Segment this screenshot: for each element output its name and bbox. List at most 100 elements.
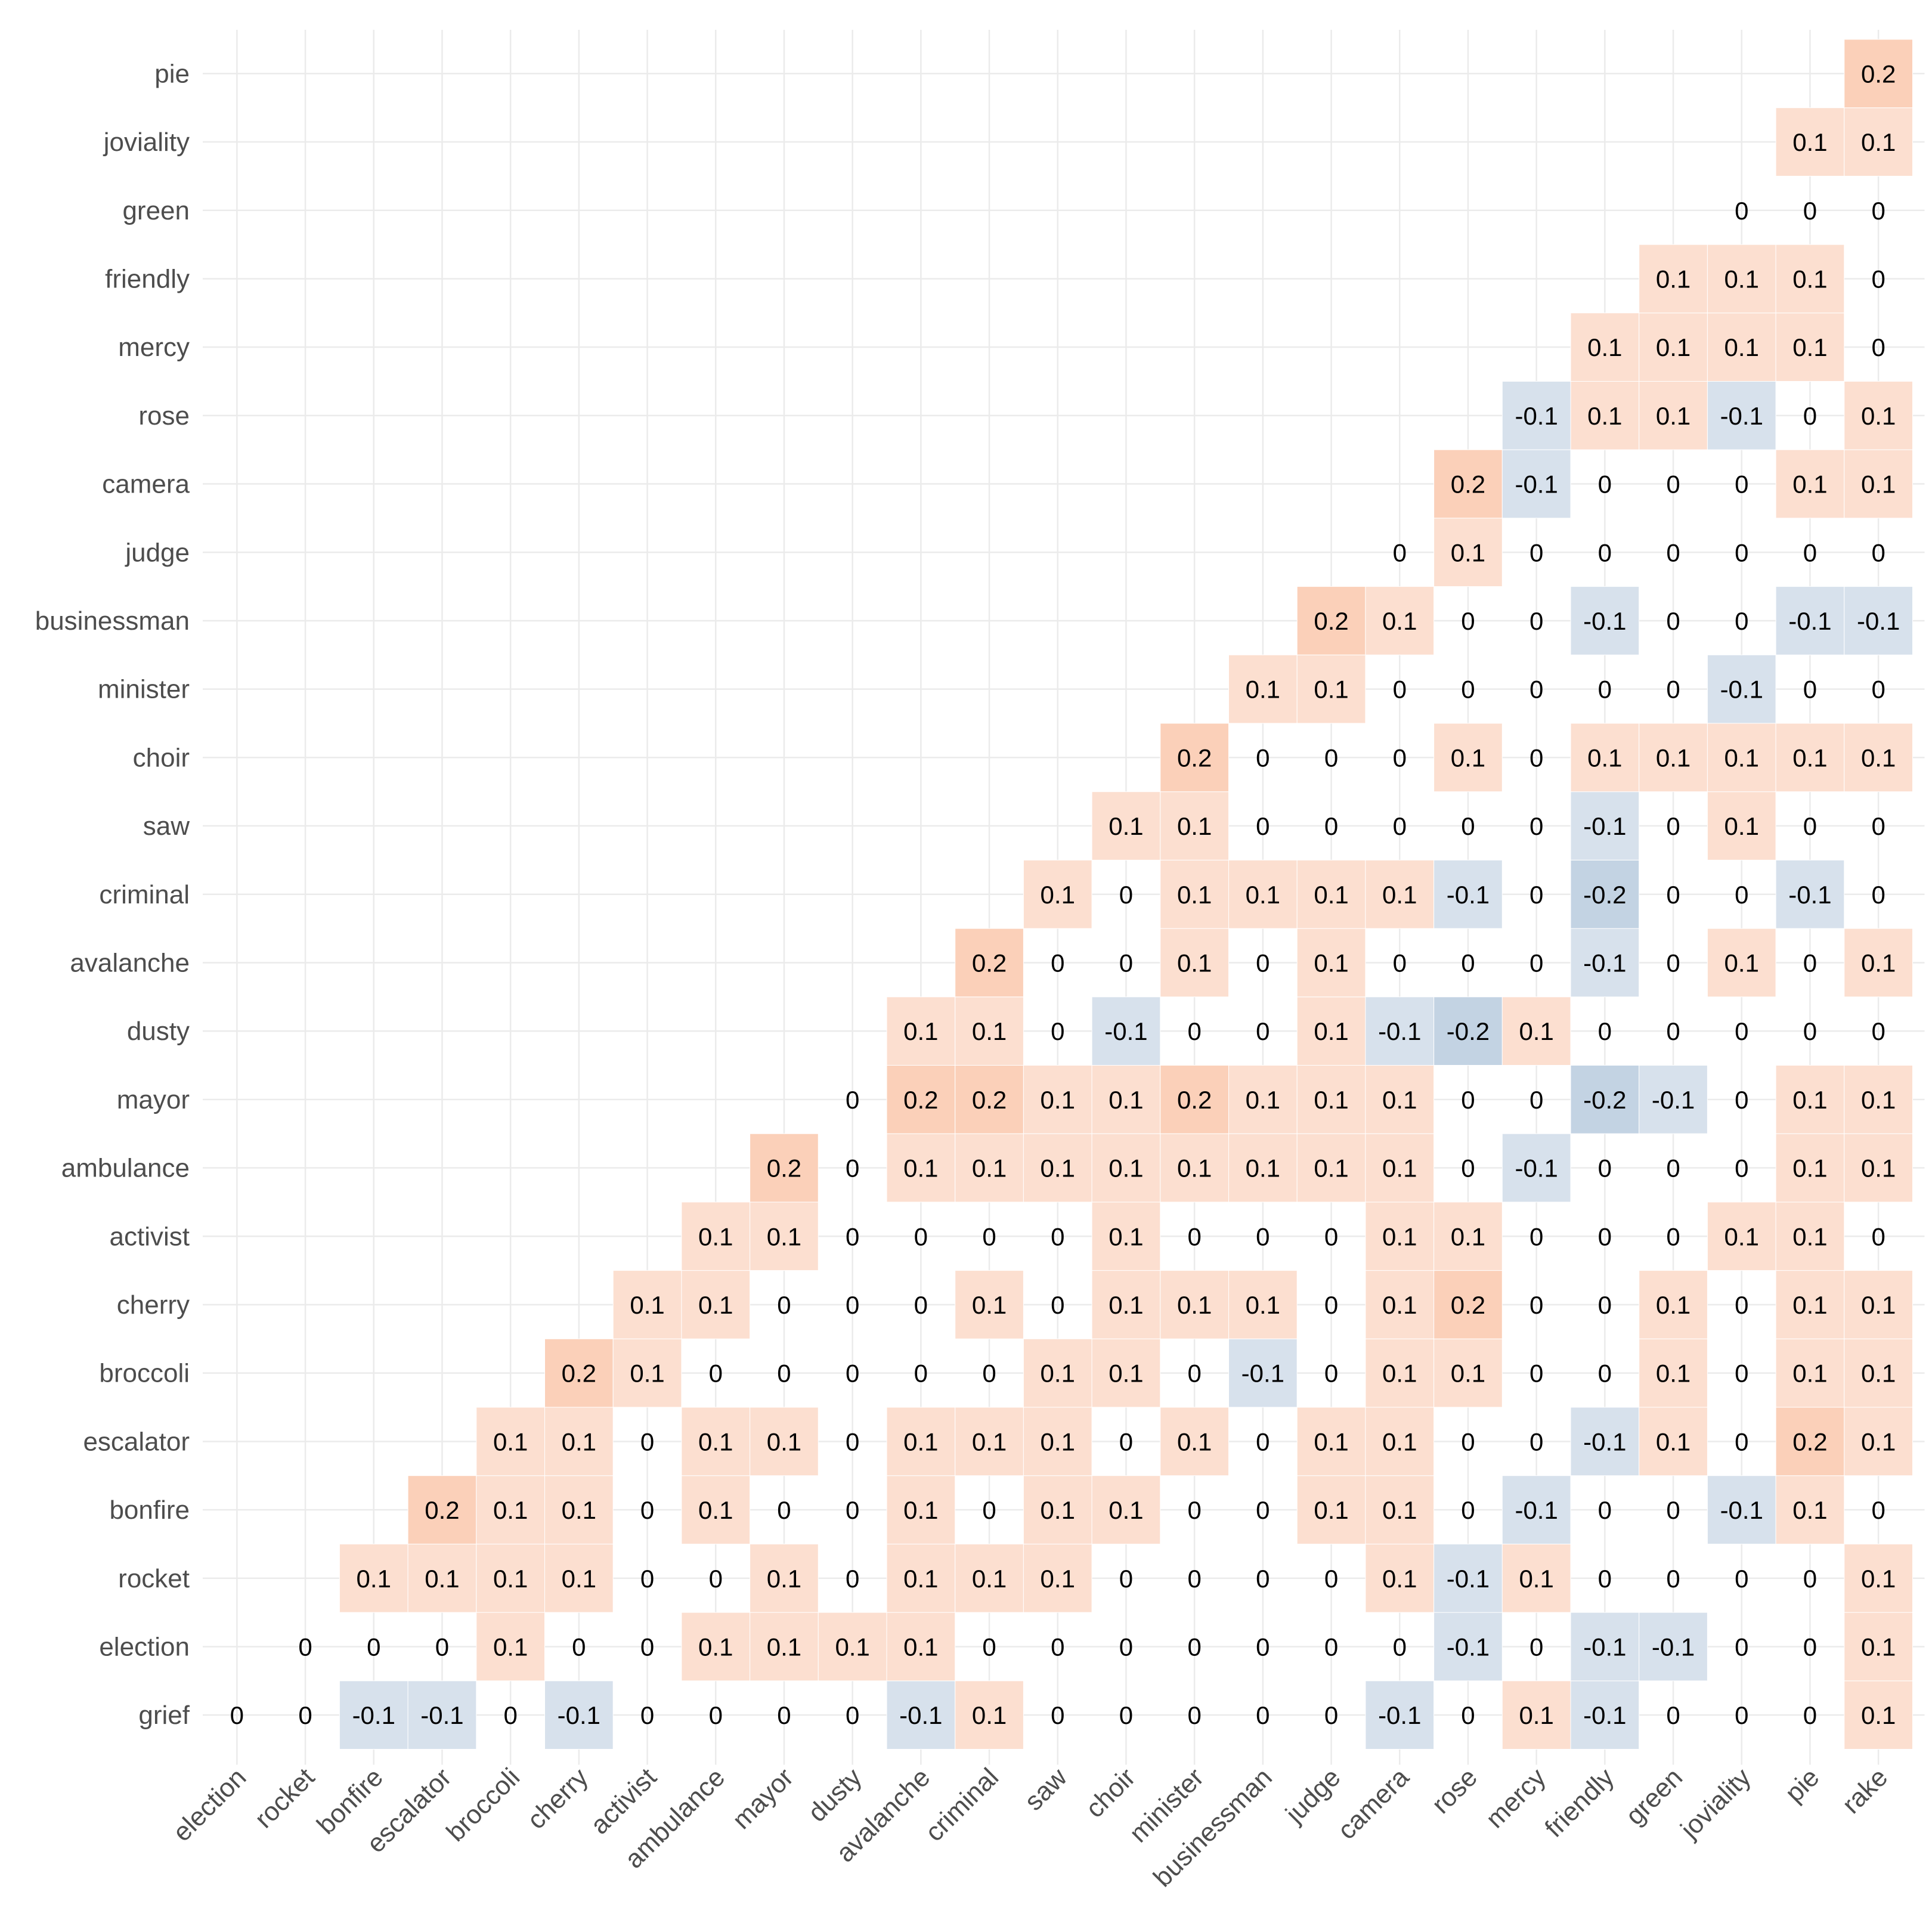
y-tick-label-election: election (99, 1632, 190, 1661)
cell-value-label: 0 (1598, 1154, 1612, 1182)
cell-value-label: 0 (1119, 1565, 1133, 1593)
y-tick-label-rose: rose (138, 401, 190, 431)
cell-value-label: 0 (1324, 1360, 1338, 1388)
cell-value-label: 0.1 (1314, 1496, 1348, 1524)
cell-value-label: 0 (640, 1701, 654, 1729)
heatmap-cell-ambulance-saw (1023, 1133, 1092, 1203)
heatmap-cell-ambulance-choir (1091, 1133, 1161, 1203)
cell-value-label: 0.1 (1724, 333, 1759, 361)
y-tick-label-pie: pie (154, 59, 190, 88)
cell-value-label: 0.1 (630, 1291, 664, 1319)
heatmap-cell-rocket-saw (1023, 1543, 1092, 1613)
heatmap-cell-escalator-minister (1160, 1407, 1230, 1476)
heatmap-cell-mayor-avalanche (886, 1065, 956, 1134)
heatmap-cell-mayor-rake (1844, 1065, 1914, 1134)
cell-value-label: 0 (640, 1565, 654, 1593)
cell-value-label: 0 (1119, 1701, 1133, 1729)
cell-value-label: 0.1 (767, 1633, 801, 1661)
cell-value-label: -0.1 (1447, 1565, 1490, 1593)
cell-value-label: 0.1 (767, 1222, 801, 1250)
cell-value-label: 0 (1871, 812, 1885, 840)
cell-value-label: 0.1 (1792, 333, 1827, 361)
heatmap-cell-broccoli-rake (1844, 1338, 1914, 1408)
heatmap-cell-rocket-criminal (955, 1543, 1024, 1613)
cell-value-label: -0.2 (1583, 881, 1626, 909)
cell-value-label: -0.1 (1583, 607, 1626, 635)
cell-value-label: 0.1 (630, 1360, 664, 1388)
x-tick-label-cherry: cherry (522, 1763, 594, 1835)
cell-value-label: 0 (1461, 1428, 1475, 1456)
cell-value-label: 0 (1187, 1222, 1201, 1250)
cell-value-label: 0.1 (1792, 128, 1827, 156)
cell-value-label: 0 (846, 1086, 859, 1114)
cell-value-label: 0 (1461, 607, 1475, 635)
heatmap-cell-grief-rake (1844, 1680, 1914, 1750)
cell-value-label: 0 (1393, 812, 1407, 840)
cell-value-label: 0 (1461, 676, 1475, 704)
cell-value-label: 0 (1324, 1291, 1338, 1319)
heatmap-cell-cherry-criminal (955, 1270, 1024, 1339)
heatmap-cell-activist-rose (1433, 1202, 1503, 1271)
cell-value-label: 0.1 (1724, 812, 1759, 840)
cell-value-label: 0.1 (1041, 1086, 1075, 1114)
heatmap-cell-mayor-minister (1160, 1065, 1230, 1134)
heatmap-cell-rocket-broccoli (476, 1543, 545, 1613)
cell-value-label: 0.1 (903, 1428, 938, 1456)
cell-value-label: 0.1 (1314, 881, 1348, 909)
cell-value-label: 0.1 (1382, 607, 1417, 635)
x-tick-label-election: election (168, 1763, 252, 1847)
x-tick-label-dusty: dusty (803, 1763, 868, 1828)
cell-value-label: 0 (982, 1360, 996, 1388)
cell-value-label: 0.1 (972, 1565, 1007, 1593)
cell-value-label: 0 (1051, 1222, 1064, 1250)
cell-value-label: 0.1 (1861, 128, 1896, 156)
cell-value-label: 0 (1324, 812, 1338, 840)
cell-value-label: 0 (1187, 1017, 1201, 1045)
cell-value-label: 0.1 (1382, 1222, 1417, 1250)
cell-value-label: 0 (1803, 676, 1817, 704)
x-tick-label-choir: choir (1080, 1763, 1141, 1823)
cell-value-label: 0 (1803, 1017, 1817, 1045)
cell-value-label: 0.1 (1177, 812, 1212, 840)
heatmap-cell-camera-rose (1433, 449, 1503, 519)
cell-value-label: 0.1 (1314, 1154, 1348, 1182)
cell-value-label: 0 (846, 1428, 859, 1456)
cell-value-label: 0.1 (972, 1701, 1007, 1729)
cell-value-label: 0.1 (1792, 1496, 1827, 1524)
cell-value-label: 0 (1598, 1496, 1612, 1524)
cell-value-label: 0.1 (1792, 1222, 1827, 1250)
cell-value-label: 0.1 (1109, 1291, 1143, 1319)
cell-value-label: 0.2 (1451, 470, 1485, 499)
heatmap-cell-cherry-businessman (1228, 1270, 1298, 1339)
heatmap-cell-saw-choir (1091, 791, 1161, 860)
cell-value-label: 0 (1256, 1565, 1270, 1593)
y-tick-label-friendly: friendly (105, 264, 190, 293)
cell-value-label: 0.1 (1109, 1086, 1143, 1114)
cell-value-label: 0 (982, 1496, 996, 1524)
cell-value-label: 0 (1666, 1565, 1680, 1593)
cell-value-label: 0 (1256, 812, 1270, 840)
cell-value-label: 0.1 (1246, 881, 1280, 909)
cell-value-label: 0 (1256, 1428, 1270, 1456)
heatmap-cell-mayor-judge (1296, 1065, 1366, 1134)
heatmap-cell-ambulance-pie (1775, 1133, 1845, 1203)
cell-value-label: 0.1 (1861, 744, 1896, 772)
cell-value-label: 0.1 (1861, 949, 1896, 977)
cell-value-label: 0.1 (1246, 1086, 1280, 1114)
y-tick-label-grief: grief (138, 1701, 190, 1730)
cell-value-label: 0 (1735, 1291, 1748, 1319)
cell-value-label: -0.2 (1447, 1017, 1490, 1045)
heatmap-cell-escalator-broccoli (476, 1407, 545, 1476)
heatmap-cell-rocket-rake (1844, 1543, 1914, 1613)
y-tick-label-rocket: rocket (118, 1564, 190, 1593)
heatmap-cell-mercy-pie (1775, 312, 1845, 382)
heatmap-cell-bonfire-avalanche (886, 1475, 956, 1544)
cell-value-label: 0 (846, 1701, 859, 1729)
cell-value-label: 0.2 (972, 1086, 1007, 1114)
heatmap-cell-broccoli-saw (1023, 1338, 1092, 1408)
heatmap-cell-activist-pie (1775, 1202, 1845, 1271)
cell-value-label: 0 (1530, 676, 1543, 704)
cell-value-label: 0 (1530, 812, 1543, 840)
cell-value-label: 0 (1187, 1360, 1201, 1388)
heatmap-cell-joviality-rake (1844, 107, 1914, 177)
